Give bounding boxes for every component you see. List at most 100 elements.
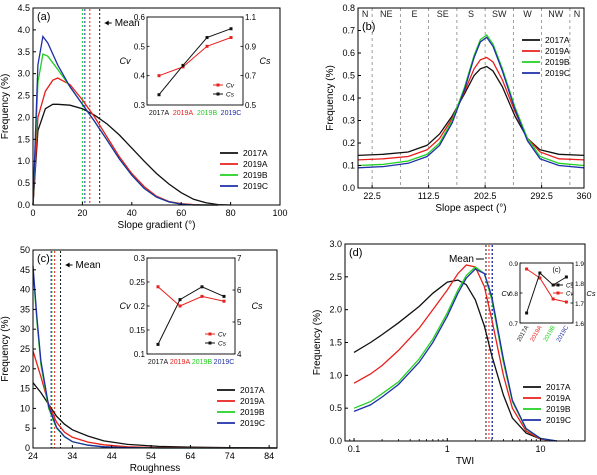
y-tick-label: 1.5 <box>17 134 30 144</box>
inset-legend-label: Cv <box>226 83 235 90</box>
inset-point-Cv <box>229 36 233 40</box>
y-tick-label: 1.0 <box>329 370 342 380</box>
y-tick-label: 30 <box>20 324 30 334</box>
y-tick-label: 0.6 <box>342 48 355 58</box>
inset-left-tick-label: 0.9 <box>509 261 518 268</box>
inset-category-label: 2019A <box>170 359 191 366</box>
y-axis-label: Frequency (%) <box>0 316 11 382</box>
x-tick-label: 360 <box>576 191 591 201</box>
y-tick-label: 10 <box>20 403 30 413</box>
inset-series-line-Cv <box>526 268 567 303</box>
inset-point-Cs <box>525 311 529 315</box>
y-tick-label: 0.0 <box>329 436 342 446</box>
y-tick-label: 0.0 <box>342 183 355 193</box>
inset-left-axis-label: Cv <box>120 56 131 66</box>
legend-label: 2019A <box>546 393 571 403</box>
y-tick-label: 40 <box>20 285 30 295</box>
inset-left-tick-label: 0.15 <box>129 326 145 335</box>
inset-series-line-Cs <box>526 272 567 314</box>
legend-label: 2017A <box>240 385 265 395</box>
inset-point-Cs <box>564 275 568 279</box>
y-tick-label: 5 <box>25 423 30 433</box>
y-tick-label: 0.5 <box>342 71 355 81</box>
inset-category-label: 2019C <box>556 324 570 343</box>
direction-label: SE <box>437 9 449 19</box>
y-tick-label: 0 <box>25 443 30 453</box>
inset-point-Cv <box>538 276 542 280</box>
y-tick-label: 1.5 <box>329 338 342 348</box>
panel-label: (b) <box>362 21 375 33</box>
panel-c: 24 34 44 54 64 74 8405101520253035404550Roughn… <box>0 245 278 474</box>
x-tick-label: 60 <box>176 208 186 218</box>
inset-series-line-Cs <box>157 286 225 345</box>
series-line-2019C <box>353 268 558 442</box>
y-tick-label: 0.5 <box>17 178 30 188</box>
series-line-2017A <box>353 279 557 442</box>
inset-left-tick-label: 0.6 <box>134 13 146 22</box>
y-axis-label: Frequency (%) <box>325 65 336 131</box>
panel-a: 0 20 40 60 80 100 0.0 0.5 1.0 1.5 2.0 2.5 3.0 3.5 4.0 4… <box>0 3 288 231</box>
series-line-2017A <box>357 65 585 157</box>
y-tick-label: 3.5 <box>17 47 30 57</box>
x-tick-label: 0 <box>30 208 35 218</box>
series-line-2019A <box>353 264 557 442</box>
inset-point-Cv <box>157 74 161 78</box>
direction-label: N <box>362 9 369 19</box>
x-tick-label: 1 <box>445 444 450 454</box>
y-tick-label: 20 <box>20 364 30 374</box>
inset-point-Cv <box>551 297 555 301</box>
y-tick-label: 2.5 <box>17 91 30 101</box>
plot-frame <box>32 7 281 206</box>
x-tick-label: 202.5 <box>474 191 497 201</box>
x-axis-label: Slope gradient (°) <box>118 220 196 231</box>
inset-point-Cv <box>564 300 568 304</box>
inset-legend-marker <box>556 283 560 287</box>
inset-right-tick-label: 1.7 <box>575 301 584 308</box>
inset-right-tick-label: 0.9 <box>245 42 257 51</box>
direction-label: NW <box>548 9 563 19</box>
inset-right-tick-label: 5 <box>237 318 242 327</box>
inset-series-line-Cs <box>158 28 232 96</box>
y-tick-label: 2.0 <box>17 112 30 122</box>
inset-category-label: 2017A <box>148 359 169 366</box>
inset-left-tick-label: 0.5 <box>134 42 146 51</box>
inset-legend-label: Cs <box>226 92 235 99</box>
series-line-2019A <box>357 56 585 161</box>
x-tick-label: 74 <box>225 451 235 461</box>
inset-right-axis-label: Cs <box>252 301 263 311</box>
inset-right-tick-label: 6 <box>237 286 242 295</box>
inset-category-label: 2017A <box>149 110 170 117</box>
y-tick-label: 0.5 <box>329 403 342 413</box>
direction-label: NE <box>380 9 393 19</box>
inset-legend-label: Cs <box>218 341 227 348</box>
inset-legend-label: Cv <box>218 332 227 339</box>
inset-point-Cs <box>222 294 226 298</box>
inset-chart: 0.1 0.15 0.2 0.25 0.3 4 5 6 7 Cv Cs 2017A 2019A 2019B… <box>120 254 263 366</box>
inset-right-tick-label: 1.9 <box>575 261 584 268</box>
inset-right-tick-label: 0.5 <box>245 101 257 110</box>
legend-label: 2019A <box>243 159 268 169</box>
inset-label: (c) <box>553 267 561 274</box>
legend-label: 2017A <box>545 35 570 45</box>
inset-left-tick-label: 0.7 <box>509 321 518 328</box>
y-tick-label: 3.0 <box>17 69 30 79</box>
y-tick-label: 2.0 <box>329 305 342 315</box>
inset-left-axis-label: Cv <box>120 301 131 311</box>
inset-point-Cv <box>156 285 160 289</box>
inset-point-Cv <box>200 294 204 298</box>
inset-category-label: 2017A <box>516 325 530 343</box>
legend-label: 2017A <box>546 382 571 392</box>
inset-point-Cs <box>229 27 233 31</box>
inset-left-tick-label: 0.3 <box>134 101 146 110</box>
legend-label: 2019C <box>545 68 570 78</box>
inset-point-Cs <box>178 298 182 302</box>
mean-label: Mean <box>115 18 140 29</box>
y-tick-label: 3.0 <box>329 239 342 249</box>
panel-label: (a) <box>37 11 50 23</box>
inset-left-tick-label: 0.25 <box>129 278 145 287</box>
x-tick-label: 64 <box>185 451 195 461</box>
inset-point-Cs <box>157 93 161 97</box>
inset-category-label: 2019B <box>543 325 557 343</box>
x-tick-label: 80 <box>226 208 236 218</box>
